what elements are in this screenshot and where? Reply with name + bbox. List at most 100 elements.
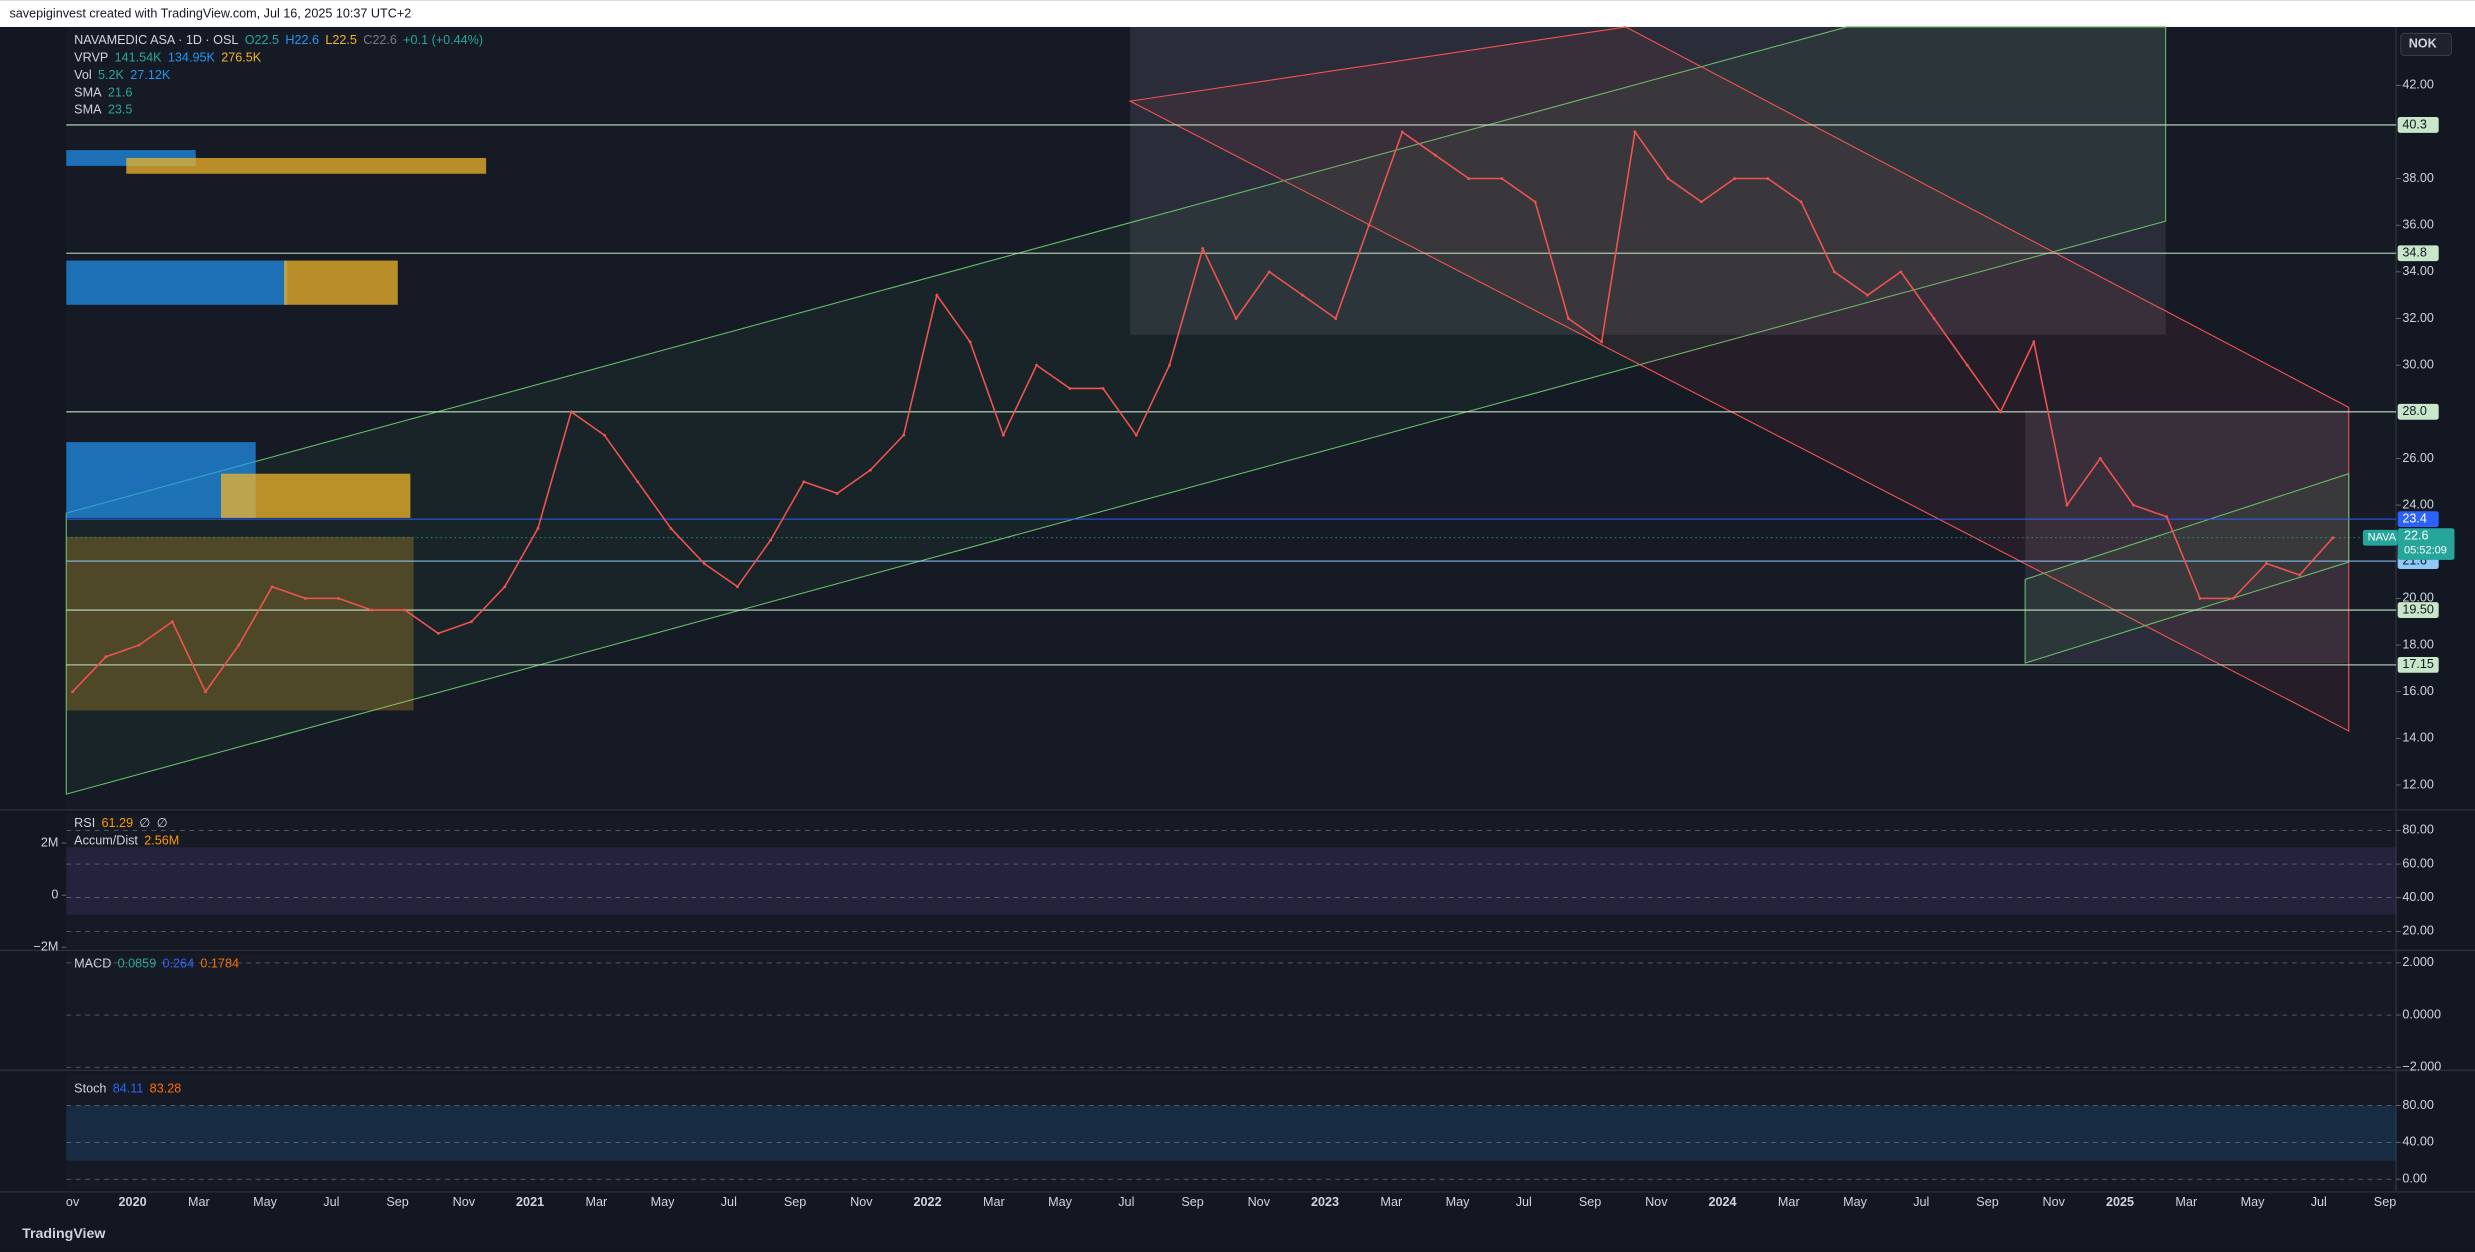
footer-logo: TradingView — [22, 1226, 106, 1242]
y-tick-label: 42.00 — [2402, 78, 2434, 92]
close-point — [2231, 596, 2235, 600]
time-label: Mar — [1778, 1195, 1800, 1209]
close-point — [2198, 596, 2202, 600]
time-label: Nov — [2043, 1195, 2066, 1209]
legend-name: MACD — [74, 957, 111, 971]
level-label: 34.8 — [2402, 246, 2427, 260]
time-label: Sep — [2374, 1195, 2396, 1209]
close-point — [1799, 200, 1803, 204]
legend-row: VRVP 141.54K 134.95K 276.5K — [74, 51, 262, 65]
close-point — [868, 468, 872, 472]
time-label: May — [253, 1195, 278, 1209]
legend-value: 0.1784 — [200, 957, 239, 971]
close-point — [2098, 457, 2102, 460]
close-point — [1035, 363, 1038, 367]
y-tick-label: 0.00 — [2402, 1171, 2427, 1185]
close-point — [1334, 317, 1338, 320]
y-tick-label: 2.000 — [2402, 955, 2434, 969]
close-point — [1932, 317, 1936, 320]
time-label: Jul — [1516, 1195, 1532, 1209]
time-label: ov — [66, 1195, 80, 1209]
legend-value: 134.95K — [168, 51, 216, 65]
close-point — [1068, 387, 1072, 390]
legend-row: SMA 21.6 — [74, 86, 132, 100]
time-label: 2023 — [1311, 1195, 1339, 1209]
y-tick-label: 0.0000 — [2402, 1007, 2441, 1021]
level-box — [2397, 602, 2439, 618]
close-point — [2265, 561, 2268, 565]
level-box — [2397, 403, 2439, 420]
legend-name: Vol — [74, 68, 92, 82]
close-point — [968, 340, 972, 344]
price-pane — [66, 26, 2397, 809]
legend-name: VRVP — [74, 51, 108, 65]
time-label: Mar — [2175, 1195, 2197, 1209]
profile-bar — [66, 260, 288, 305]
time-label: Mar — [188, 1195, 210, 1209]
legend-name: NAVAMEDIC ASA · 1D · OSL — [74, 34, 238, 48]
close-point — [603, 433, 606, 437]
time-label: Jul — [1118, 1195, 1134, 1209]
countdown: 05:52:09 — [2404, 544, 2447, 556]
close-point — [470, 620, 473, 624]
profile-bar — [284, 260, 398, 305]
profile-bar — [126, 157, 487, 174]
time-label: Jul — [2311, 1195, 2327, 1209]
close-point — [1866, 293, 1869, 297]
y-tick-label: 14.00 — [2402, 731, 2434, 745]
close-point — [503, 585, 507, 589]
time-label: Mar — [585, 1195, 607, 1209]
symbol-label: NAVA — [2368, 532, 2397, 544]
level-box — [2397, 117, 2439, 133]
y-tick-label: 26.00 — [2402, 451, 2434, 465]
indicator-band — [66, 847, 2397, 915]
legend-value: 141.54K — [115, 51, 163, 65]
level-label: 40.3 — [2402, 117, 2427, 131]
legend-value: 276.5K — [221, 51, 262, 65]
legend-value: 0.0859 — [118, 957, 157, 971]
time-label: Nov — [453, 1195, 476, 1209]
time-label: Sep — [1181, 1195, 1203, 1209]
y-tick-label: −2.000 — [2402, 1060, 2441, 1074]
close-point — [536, 527, 540, 530]
y-tick-label: 30.00 — [2402, 357, 2434, 371]
legend-row: Vol 5.2K 27.12K — [74, 68, 171, 82]
indicator-band — [66, 1105, 2397, 1161]
close-point — [1267, 270, 1271, 274]
close-point — [1899, 270, 1903, 274]
close-point — [204, 690, 207, 694]
legend-value: ∅ — [139, 816, 150, 830]
close-point — [1832, 270, 1836, 274]
time-label: 2025 — [2106, 1195, 2134, 1209]
legend-value: 5.2K — [98, 68, 125, 82]
time-label: Sep — [386, 1195, 408, 1209]
ascending-channel — [65, 26, 2167, 795]
time-label: Mar — [1380, 1195, 1402, 1209]
y-tick-label: 16.00 — [2402, 684, 2434, 698]
y-tick-label: 34.00 — [2402, 264, 2434, 278]
legend-row: Stoch 84.11 83.28 — [74, 1082, 181, 1096]
time-label: 2020 — [119, 1195, 147, 1209]
legend-value: 61.29 — [102, 816, 134, 830]
y-tick-label: 20.00 — [2402, 591, 2434, 605]
close-point — [1001, 433, 1005, 437]
legend-value: 23.5 — [108, 103, 133, 117]
rsi-pane — [66, 813, 2397, 948]
header-text: savepiginvest created with TradingView.c… — [9, 7, 411, 21]
close-point — [1533, 200, 1537, 204]
legend-name: RSI — [74, 816, 95, 830]
y-tick-label: 40.00 — [2402, 890, 2434, 904]
close-point — [1666, 177, 1670, 181]
close-point — [1301, 293, 1304, 297]
time-label: Jul — [323, 1195, 339, 1209]
time-label: May — [1843, 1195, 1868, 1209]
profile-bar — [66, 536, 414, 711]
drawing-rectangle — [1130, 26, 2166, 335]
last-price-box — [2397, 528, 2455, 560]
time-label: May — [1446, 1195, 1471, 1209]
legend-value: O22.5 — [245, 34, 279, 48]
time-label: Sep — [784, 1195, 806, 1209]
close-point — [1467, 177, 1471, 181]
macd-pane — [66, 953, 2397, 1069]
